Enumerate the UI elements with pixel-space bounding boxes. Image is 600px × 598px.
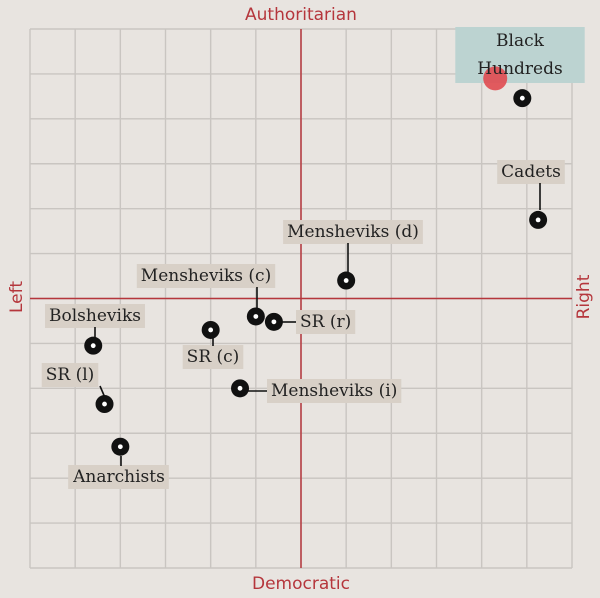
point-label: Anarchists xyxy=(72,467,165,487)
point-marker-center xyxy=(519,95,525,101)
point-label: SR (r) xyxy=(300,312,351,332)
point-label: Bolsheviks xyxy=(49,306,141,326)
highlight-dot xyxy=(483,66,508,91)
point-marker-center xyxy=(102,401,107,407)
data-point-group: Anarchists xyxy=(68,437,169,489)
point-label: Mensheviks (d) xyxy=(287,222,419,242)
point-label: SR (c) xyxy=(187,347,240,367)
point-marker-center xyxy=(237,385,243,391)
point-marker-center xyxy=(90,343,96,349)
data-points: Black Hundreds Cadets Mensheviks (d) Menshev… xyxy=(41,27,585,489)
point-label-background xyxy=(41,363,99,387)
axis-label-left: Left xyxy=(7,281,27,313)
data-point-group: Mensheviks (c) xyxy=(136,264,276,326)
point-marker-center xyxy=(343,278,349,283)
point-label: Black xyxy=(496,31,545,51)
axis-label-top: Authoritarian xyxy=(245,5,357,25)
point-marker-center xyxy=(208,327,214,333)
data-point-group: SR (c) xyxy=(182,320,244,369)
point-label-background xyxy=(136,264,276,288)
data-point-group: Cadets xyxy=(497,160,565,229)
point-marker-center xyxy=(253,314,259,319)
point-label: Hundreds xyxy=(477,59,562,79)
point-label: SR (l) xyxy=(46,365,95,385)
point-label-background xyxy=(497,160,565,184)
data-point-group: SR (l) xyxy=(41,363,114,414)
point-label: Cadets xyxy=(501,162,561,182)
data-point-group: Mensheviks (i) xyxy=(231,379,402,403)
point-label-background xyxy=(455,27,585,83)
data-point-group: Black Hundreds xyxy=(455,27,585,108)
point-label-background xyxy=(45,304,145,328)
point-label: Mensheviks (c) xyxy=(141,266,271,286)
point-marker-center xyxy=(117,444,123,450)
point-label-background xyxy=(283,220,423,244)
point-label-background xyxy=(182,345,244,369)
axis-label-bottom: Democratic xyxy=(252,574,350,594)
axes xyxy=(30,29,572,568)
point-label-background xyxy=(267,379,402,403)
data-point-group: Mensheviks (d) xyxy=(283,220,423,290)
point-label: Mensheviks (i) xyxy=(271,381,397,401)
point-marker-center xyxy=(271,319,277,325)
data-point-group: Bolsheviks xyxy=(45,304,145,355)
point-label-background xyxy=(68,465,169,489)
point-label-background xyxy=(296,310,356,334)
data-point-group: SR (r) xyxy=(264,310,356,334)
point-marker-center xyxy=(535,217,541,223)
axis-label-right: Right xyxy=(574,274,594,319)
